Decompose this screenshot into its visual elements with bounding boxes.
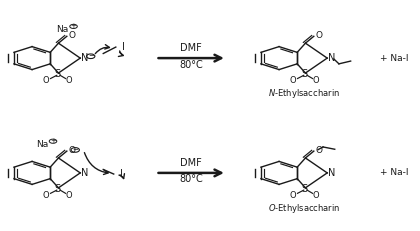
- Text: O: O: [42, 191, 49, 200]
- Text: O: O: [312, 76, 319, 85]
- Text: S: S: [302, 184, 308, 194]
- Text: N: N: [328, 53, 335, 63]
- Text: O: O: [68, 146, 75, 155]
- Text: I: I: [120, 169, 123, 179]
- Text: + Na-I: + Na-I: [380, 168, 408, 177]
- Text: N: N: [328, 168, 335, 178]
- Text: $\it{O}$-Ethylsaccharin: $\it{O}$-Ethylsaccharin: [268, 202, 340, 215]
- Text: O: O: [312, 191, 319, 200]
- Text: Na: Na: [37, 140, 49, 149]
- Text: O: O: [66, 76, 72, 85]
- Text: O: O: [315, 31, 322, 40]
- Text: O: O: [289, 76, 296, 85]
- Text: DMF: DMF: [180, 158, 202, 168]
- Text: O: O: [68, 31, 75, 40]
- Text: −: −: [88, 53, 94, 59]
- Text: $\it{N}$-Ethylsaccharin: $\it{N}$-Ethylsaccharin: [268, 87, 340, 100]
- Text: 80°C: 80°C: [179, 174, 203, 184]
- Text: +: +: [71, 23, 76, 29]
- Text: Na: Na: [57, 25, 69, 34]
- Text: S: S: [302, 69, 308, 79]
- Text: 80°C: 80°C: [179, 60, 203, 70]
- Text: I: I: [122, 42, 125, 52]
- Text: O: O: [66, 191, 72, 200]
- Text: O: O: [42, 76, 49, 85]
- Text: O: O: [289, 191, 296, 200]
- Text: −: −: [72, 147, 78, 153]
- Text: S: S: [55, 69, 60, 79]
- Text: N: N: [81, 53, 88, 63]
- Text: O: O: [315, 146, 322, 155]
- Text: S: S: [55, 184, 60, 194]
- Text: N: N: [81, 168, 88, 178]
- Text: + Na-I: + Na-I: [380, 54, 408, 63]
- Text: +: +: [50, 138, 56, 144]
- Text: DMF: DMF: [180, 43, 202, 53]
